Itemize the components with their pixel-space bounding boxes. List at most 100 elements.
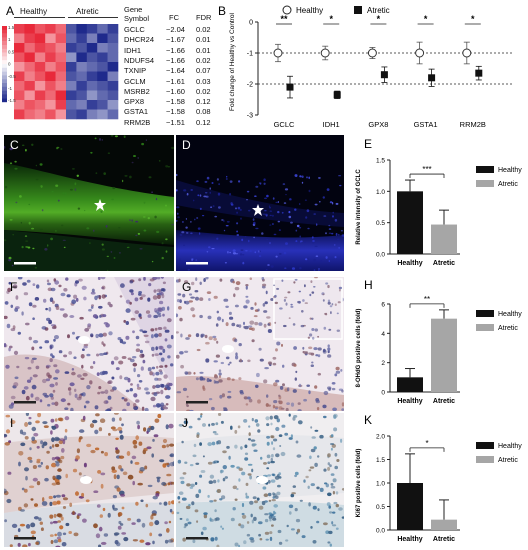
chart-h-ytick-label: 0 — [381, 390, 385, 397]
legend-healthy-marker — [282, 5, 292, 15]
heat-cell — [107, 71, 119, 82]
chart-k-bar — [397, 483, 423, 530]
heat-cell — [107, 52, 119, 63]
chart-b-sig: * — [377, 14, 381, 24]
gene-symbol-header: Gene Symbol — [124, 5, 150, 23]
chart-h-legend-swatch — [476, 310, 494, 317]
chart-e-ytick-label: 0.0 — [376, 252, 385, 259]
heat-cell — [14, 24, 25, 34]
heat-cell — [45, 71, 56, 82]
panel-g-label: G — [182, 280, 192, 294]
chart-b-category-label: RRM2B — [460, 120, 486, 129]
heat-cell — [66, 24, 77, 34]
chart-e-ytick-label: 1.0 — [376, 189, 385, 196]
chart-k: Ki67 positive cells (fold) 0.0 0.5 1.0 1.5 2.… — [356, 434, 522, 544]
panel-i-label: I — [10, 416, 14, 430]
heat-cell — [97, 52, 108, 63]
gene-symbol: RRM2B — [124, 117, 151, 127]
heat-cell — [76, 71, 88, 82]
gene-symbol: GCLC — [124, 25, 145, 34]
heat-cell — [45, 90, 56, 101]
gene-fdr: 0.02 — [196, 55, 211, 65]
heat-cell — [45, 43, 56, 53]
gene-symbol: DHCR24 — [124, 35, 155, 45]
heat-cell — [66, 43, 77, 53]
chart-h-category-label: Atretic — [433, 398, 455, 405]
gene-fdr: 0.07 — [196, 66, 211, 76]
gene-fc: −1.64 — [166, 66, 185, 76]
heat-cell — [107, 62, 119, 72]
atretic-point — [380, 71, 388, 79]
chart-h-bar — [397, 377, 423, 392]
chart-h-ytick-label: 4 — [381, 331, 385, 338]
heat-cell — [86, 71, 98, 82]
heat-cell — [24, 24, 36, 34]
heat-cell — [97, 109, 108, 120]
scale-tick-label: -1 — [8, 86, 12, 91]
heat-cell — [34, 81, 46, 91]
heat-cell — [86, 100, 98, 110]
heat-cell — [86, 24, 98, 34]
chart-b-ytick-label: 0 — [249, 20, 253, 27]
chart-h-bar — [431, 318, 457, 392]
gene-fdr: 0.12 — [196, 117, 211, 127]
heat-cell — [66, 90, 77, 101]
panel-h-label: H — [364, 278, 373, 292]
heat-cell — [97, 100, 108, 110]
heat-cell — [34, 24, 46, 34]
heat-cell — [24, 90, 36, 101]
heat-cell — [107, 43, 119, 53]
gene-fdr: 0.02 — [196, 86, 211, 96]
heat-cell — [97, 24, 108, 34]
gene-symbol: IDH1 — [124, 45, 142, 55]
atretic-point — [286, 83, 294, 91]
heat-cell — [55, 62, 67, 72]
heat-cell — [66, 33, 77, 44]
gene-symbol: GSTA1 — [124, 107, 149, 117]
panel-e-label: E — [364, 137, 373, 151]
heat-cell — [14, 33, 25, 44]
chart-b-category-label: GSTA1 — [414, 120, 438, 129]
healthy-point — [462, 48, 472, 58]
chart-k-ytick-label: 1.5 — [376, 457, 385, 464]
heat-cell — [76, 100, 88, 110]
legend-atretic-label: Atretic — [367, 6, 390, 15]
scale-tick-label: 0 — [8, 62, 11, 67]
chart-e-category-label: Atretic — [433, 260, 455, 267]
heat-cell — [97, 71, 108, 82]
chart-e-ylabel: Relative intensity of GCLC — [356, 169, 362, 245]
heat-cell — [107, 100, 119, 110]
chart-e-ytick-label: 1.5 — [376, 158, 385, 165]
heat-cell — [97, 90, 108, 101]
chart-h-legend-swatch — [476, 324, 494, 331]
heat-cell — [34, 90, 46, 101]
fc-header: FC — [169, 13, 179, 22]
heat-cell — [14, 109, 25, 120]
heat-cell — [45, 33, 56, 44]
healthy-point — [367, 48, 377, 58]
heat-cell — [76, 62, 88, 72]
healthy-point — [415, 48, 425, 58]
gene-row: NDUFS4 −1.66 0.02 — [124, 56, 224, 66]
heat-cell — [24, 62, 36, 72]
panel-c-label: C — [10, 138, 19, 152]
panel-b-label: B — [218, 4, 227, 18]
heat-cell — [24, 33, 36, 44]
heat-cell — [86, 33, 98, 44]
chart-b-ylabel: Fold change of Healthy vs Control — [229, 12, 236, 110]
chart-k-category-label: Healthy — [397, 536, 422, 543]
heat-cell — [86, 43, 98, 53]
heat-cell — [24, 81, 36, 91]
heat-cell — [14, 52, 25, 63]
legend-healthy-label: Healthy — [296, 6, 323, 15]
heat-cell — [76, 33, 88, 44]
chart-b-ytick-label: -1 — [247, 51, 253, 58]
heat-cell — [97, 62, 108, 72]
heat-cell — [55, 109, 67, 120]
heat-cell — [66, 62, 77, 72]
atretic-group-bar — [68, 17, 118, 18]
panel-a-label: A — [6, 4, 15, 18]
heat-cell — [24, 71, 36, 82]
heat-cell — [55, 33, 67, 44]
chart-b: Fold change of Healthy vs Control Health… — [229, 5, 514, 129]
